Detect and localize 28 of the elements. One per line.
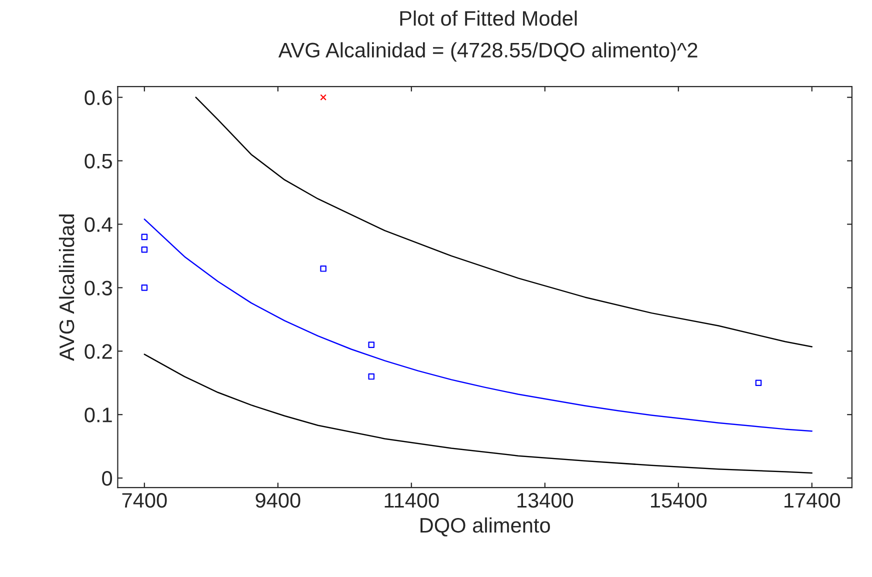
y-tick-label: 0.3 xyxy=(84,280,112,296)
y-tick-label: 0.1 xyxy=(84,408,112,422)
line-series xyxy=(195,96,813,348)
point xyxy=(368,342,375,348)
point xyxy=(320,266,326,272)
x-tick-label: 9400 xyxy=(256,492,300,508)
point xyxy=(755,380,762,386)
x-tick-label: 17400 xyxy=(784,492,840,508)
y-axis-title: AVG Alcalinidad xyxy=(58,214,74,361)
x-tick-label: 13400 xyxy=(518,492,574,508)
y-tick-label: 0.5 xyxy=(84,154,112,169)
y-tick-label: 0.2 xyxy=(84,344,112,359)
y-tick-label: 0.6 xyxy=(84,90,112,106)
x-tick-label: 15400 xyxy=(651,492,707,508)
point xyxy=(141,284,148,291)
y-tick-label: 0 xyxy=(102,471,112,486)
point xyxy=(141,234,148,240)
x-axis-title: DQO alimento xyxy=(420,517,550,536)
chart-title: Plot of Fitted Model xyxy=(400,10,577,26)
line-series xyxy=(144,218,813,432)
y-tick-label: 0.4 xyxy=(84,217,112,232)
point xyxy=(320,94,326,100)
chart-subtitle: AVG Alcalinidad = (4728.55/DQO alimento)^2 xyxy=(278,42,698,62)
point xyxy=(141,246,148,253)
line-series xyxy=(144,354,813,474)
x-tick-label: 11400 xyxy=(384,492,439,508)
x-tick-label: 7400 xyxy=(122,492,167,508)
point xyxy=(368,373,375,380)
